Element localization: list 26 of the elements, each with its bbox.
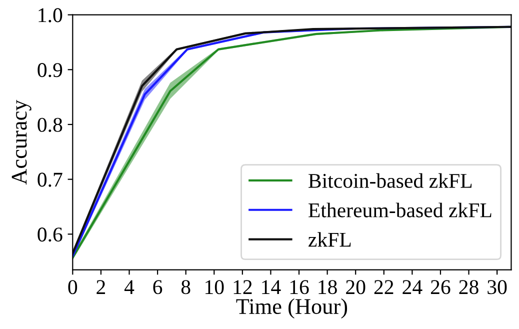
x-tick-label: 20 [346, 280, 366, 294]
legend-label: zkFL [308, 232, 351, 247]
x-tick-label: 28 [459, 280, 478, 294]
legend-label: Bitcoin-based zkFL [308, 173, 472, 188]
x-tick-label: 14 [262, 280, 281, 294]
y-tick-label: 1.0 [38, 8, 62, 22]
x-tick-label: 4 [124, 280, 134, 294]
x-tick-label: 8 [181, 280, 190, 294]
x-tick-label: 2 [96, 280, 106, 294]
x-tick-label: 18 [318, 280, 337, 294]
x-tick-label: 22 [374, 280, 394, 294]
x-tick-label: 16 [290, 280, 309, 294]
y-axis-title: Accuracy [12, 100, 32, 185]
y-tick-label: 0.8 [38, 118, 62, 132]
x-axis-title: Time (Hour) [236, 298, 348, 319]
x-tick-label: 26 [430, 280, 450, 294]
x-tick-label: 10 [206, 280, 224, 294]
x-tick-label: 6 [153, 280, 162, 294]
y-tick-label: 0.9 [38, 63, 62, 78]
x-tick-label: 0 [68, 280, 78, 294]
legend-label: Ethereum-based zkFL [308, 202, 492, 218]
x-tick-label: 12 [234, 280, 252, 294]
x-tick-label: 24 [402, 280, 422, 294]
y-tick-label: 0.6 [38, 228, 62, 242]
x-tick-label: 30 [488, 280, 507, 294]
y-tick-label: 0.7 [38, 172, 62, 187]
